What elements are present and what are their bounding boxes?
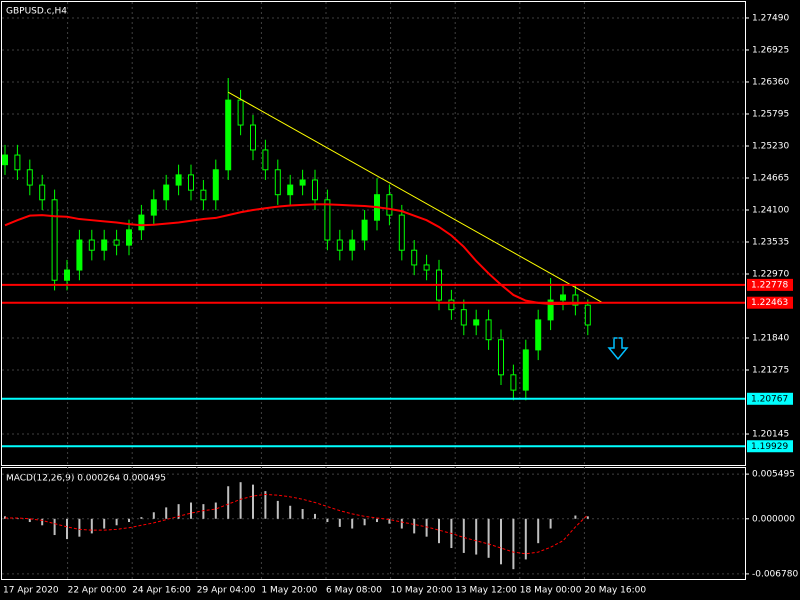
candle-body: [237, 99, 244, 126]
level-label: 1.20767: [751, 394, 788, 404]
candle-body: [572, 294, 579, 306]
y-tick-label: 1.26925: [752, 45, 789, 55]
trendline: [227, 91, 604, 304]
candle-body: [26, 169, 33, 186]
candle-body: [14, 154, 21, 171]
candle-body: [386, 194, 393, 216]
candle-body: [411, 249, 418, 266]
y-tick-label: 1.27490: [752, 13, 789, 23]
candle-body: [560, 294, 566, 301]
candle-body: [423, 264, 430, 271]
x-tick-label: 24 Apr 16:00: [132, 586, 191, 596]
macd-frame: [1, 467, 746, 580]
candle-body: [163, 184, 170, 201]
candle-body: [522, 349, 529, 391]
candle-body: [188, 174, 194, 191]
candle-body: [299, 179, 306, 186]
y-tick-label: 1.22970: [752, 269, 789, 279]
macd-signal: [5, 493, 589, 555]
y-tick-label: 1.24100: [752, 205, 789, 215]
x-tick-label: 10 May 20:00: [391, 586, 453, 596]
y-tick-label: 0.005495: [752, 470, 795, 480]
x-tick-label: 6 May 08:00: [326, 586, 382, 596]
candle-body: [336, 239, 343, 251]
x-tick-label: 29 Apr 04:00: [197, 586, 256, 596]
candle-body: [510, 374, 517, 391]
moving-average: [4, 203, 588, 306]
x-tick-label: 1 May 20:00: [261, 586, 317, 596]
candle-body: [287, 184, 294, 196]
y-tick-label: -0.006780: [752, 569, 798, 579]
level-label: 1.22463: [751, 298, 788, 308]
candle-body: [547, 299, 554, 321]
candle-body: [584, 304, 591, 326]
candle-body: [175, 174, 182, 186]
candle-body: [64, 269, 70, 281]
level-label-box: [747, 392, 793, 405]
macd-label: MACD(12,26,9) 0.000264 0.000495: [6, 474, 166, 484]
candle-body: [126, 229, 132, 246]
chart-title: GBPUSD.c,H4: [6, 7, 67, 17]
candle-body: [2, 154, 8, 166]
x-tick-label: 17 Apr 2020: [3, 586, 59, 596]
y-tick-label: 1.25230: [752, 141, 789, 151]
candle-body: [498, 339, 504, 376]
candle-body: [349, 239, 356, 251]
candle-body: [113, 239, 120, 246]
candle-body: [262, 149, 269, 171]
y-tick-label: 1.26360: [752, 77, 789, 87]
candle-body: [324, 199, 331, 241]
candle-body: [225, 99, 232, 171]
level-label: 1.19929: [751, 442, 788, 452]
level-label: 1.22778: [751, 280, 788, 290]
candle-body: [274, 169, 281, 196]
candle-body: [460, 309, 467, 326]
candle-body: [535, 319, 542, 351]
candle-body: [448, 299, 455, 311]
candle-body: [312, 179, 318, 201]
candle-body: [101, 239, 108, 251]
candle-body: [473, 319, 480, 326]
y-tick-label: 1.20145: [752, 430, 789, 440]
candle-body: [200, 189, 207, 201]
x-tick-label: 22 Apr 00:00: [68, 586, 127, 596]
y-tick-label: 0.000000: [752, 514, 795, 524]
y-tick-label: 1.23535: [752, 237, 789, 247]
y-tick-label: 1.24665: [752, 173, 789, 183]
level-label-box: [747, 296, 793, 309]
main-frame: [1, 1, 746, 466]
x-tick-label: 13 May 12:00: [455, 586, 517, 596]
candle-body: [361, 219, 368, 241]
candle-body: [76, 239, 83, 271]
candle-body: [212, 169, 219, 201]
candle-body: [51, 199, 58, 281]
candle-body: [150, 199, 157, 216]
y-tick-label: 1.25795: [752, 109, 789, 119]
level-label-box: [747, 440, 793, 453]
candle-body: [138, 214, 145, 231]
level-label-box: [747, 278, 793, 291]
candle-body: [250, 124, 256, 151]
x-tick-label: 20 May 16:00: [584, 586, 646, 596]
candle-body: [39, 184, 46, 201]
y-tick-label: 1.21840: [752, 334, 789, 344]
x-tick-label: 18 May 00:00: [520, 586, 582, 596]
candle-body: [88, 239, 95, 251]
candle-body: [485, 319, 492, 341]
y-tick-label: 1.21275: [752, 366, 789, 376]
candle-body: [398, 214, 405, 251]
sell-arrow: [607, 337, 629, 361]
